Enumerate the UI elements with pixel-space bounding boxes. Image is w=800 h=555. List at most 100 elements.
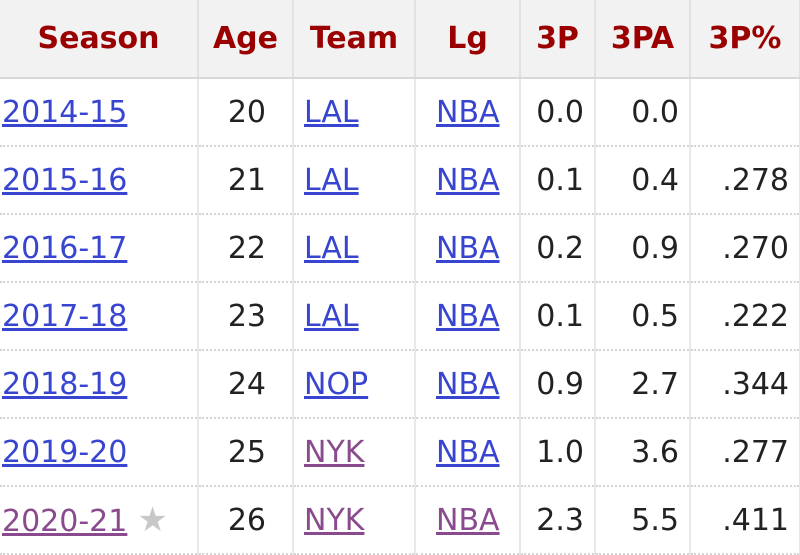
column-header: 3PA [595, 0, 691, 79]
cell-text: 21 [227, 162, 266, 198]
cell-link[interactable]: LAL [304, 162, 359, 198]
table-cell: .270 [690, 214, 800, 283]
cell-link[interactable]: 2014-15 [2, 94, 128, 130]
cell-link[interactable]: 2015-16 [2, 162, 128, 198]
table-cell: 2019-20 [0, 418, 199, 487]
cell-text: .277 [722, 434, 789, 470]
table-body: 2014-15 20 LAL NBA 0.0 0.0 2015-16 21 LAL NBA 0.1 0… [0, 78, 800, 555]
table-cell: 2016-17 [0, 214, 199, 283]
table-cell: LAL [293, 78, 416, 147]
column-header: Lg [415, 0, 521, 79]
cell-link[interactable]: NBA [436, 298, 500, 334]
table-row: 2020-21 ★ 26 NYK NBA 2.3 5.5 .411 [0, 486, 800, 555]
cell-text: .278 [722, 162, 789, 198]
cell-link[interactable]: NBA [436, 366, 500, 402]
cell-text: 3.6 [631, 434, 679, 470]
table-cell: LAL [293, 214, 416, 283]
table-cell: NBA [415, 214, 521, 283]
table-cell: LAL [293, 282, 416, 351]
table-cell: 21 [198, 146, 294, 215]
table-row: 2017-18 23 LAL NBA 0.1 0.5 .222 [0, 282, 800, 351]
cell-link[interactable]: 2017-18 [2, 298, 128, 334]
table-cell: 0.2 [520, 214, 596, 283]
table-row: 2015-16 21 LAL NBA 0.1 0.4 .278 [0, 146, 800, 215]
table-cell: 24 [198, 350, 294, 419]
cell-text: 0.2 [536, 230, 584, 266]
table-cell: 2015-16 [0, 146, 199, 215]
column-header: 3P% [690, 0, 800, 79]
cell-text: 0.4 [631, 162, 679, 198]
table-cell: 0.5 [595, 282, 691, 351]
table-cell: 0.4 [595, 146, 691, 215]
cell-link[interactable]: NYK [304, 434, 365, 470]
cell-link[interactable]: NOP [304, 366, 369, 402]
cell-text: .344 [722, 366, 789, 402]
cell-text: 26 [227, 502, 266, 538]
cell-link[interactable]: 2019-20 [2, 434, 128, 470]
cell-link[interactable]: LAL [304, 298, 359, 334]
column-header: Age [198, 0, 294, 79]
column-header: Team [293, 0, 416, 79]
cell-text: 0.1 [536, 162, 584, 198]
cell-link[interactable]: NBA [436, 502, 500, 538]
table-cell: NOP [293, 350, 416, 419]
cell-text: 22 [227, 230, 266, 266]
cell-link[interactable]: 2016-17 [2, 230, 128, 266]
cell-link[interactable]: NBA [436, 162, 500, 198]
cell-link[interactable]: NBA [436, 434, 500, 470]
table-cell: NBA [415, 282, 521, 351]
table-cell: 2017-18 [0, 282, 199, 351]
cell-link[interactable]: 2020-21 [2, 504, 128, 539]
table-cell: 0.9 [595, 214, 691, 283]
cell-link[interactable]: LAL [304, 230, 359, 266]
cell-text: .222 [722, 298, 789, 334]
table-cell: 0.9 [520, 350, 596, 419]
cell-link[interactable]: NYK [304, 502, 365, 538]
cell-text: 0.0 [536, 94, 584, 130]
table-cell: 20 [198, 78, 294, 147]
table-row: 2019-20 25 NYK NBA 1.0 3.6 .277 [0, 418, 800, 487]
table-cell: NBA [415, 78, 521, 147]
cell-link[interactable]: NBA [436, 230, 500, 266]
table-row: 2016-17 22 LAL NBA 0.2 0.9 .270 [0, 214, 800, 283]
cell-text: 2.7 [631, 366, 679, 402]
table-cell: 0.0 [520, 78, 596, 147]
column-header: 3P [520, 0, 596, 79]
table-cell: NBA [415, 146, 521, 215]
table-cell: 2014-15 [0, 78, 199, 147]
table-cell: 0.1 [520, 146, 596, 215]
table-row: 2018-19 24 NOP NBA 0.9 2.7 .344 [0, 350, 800, 419]
table-cell: NBA [415, 350, 521, 419]
table-cell [690, 78, 800, 147]
cell-text: 20 [227, 94, 266, 130]
cell-text: .411 [722, 502, 789, 538]
star-icon: ★ [137, 500, 168, 540]
table-cell: .222 [690, 282, 800, 351]
table-cell: .278 [690, 146, 800, 215]
table-cell: 2020-21 ★ [0, 486, 199, 555]
table-cell: .344 [690, 350, 800, 419]
table-cell: .277 [690, 418, 800, 487]
table-cell: NBA [415, 486, 521, 555]
header-row: Season Age Team Lg 3P 3PA 3P% [0, 0, 800, 79]
cell-text: 5.5 [631, 502, 679, 538]
cell-text: 2.3 [536, 502, 584, 538]
table-cell: NBA [415, 418, 521, 487]
cell-text: 0.1 [536, 298, 584, 334]
cell-text: 0.9 [631, 230, 679, 266]
table-cell: 2.7 [595, 350, 691, 419]
table-cell: 25 [198, 418, 294, 487]
table-cell: 3.6 [595, 418, 691, 487]
cell-link[interactable]: 2018-19 [2, 366, 128, 402]
table-cell: NYK [293, 486, 416, 555]
table-cell: 0.0 [595, 78, 691, 147]
cell-link[interactable]: LAL [304, 94, 359, 130]
cell-text: 0.5 [631, 298, 679, 334]
table-cell: 26 [198, 486, 294, 555]
table-cell: LAL [293, 146, 416, 215]
table-cell: 5.5 [595, 486, 691, 555]
cell-link[interactable]: NBA [436, 94, 500, 130]
table-cell: .411 [690, 486, 800, 555]
